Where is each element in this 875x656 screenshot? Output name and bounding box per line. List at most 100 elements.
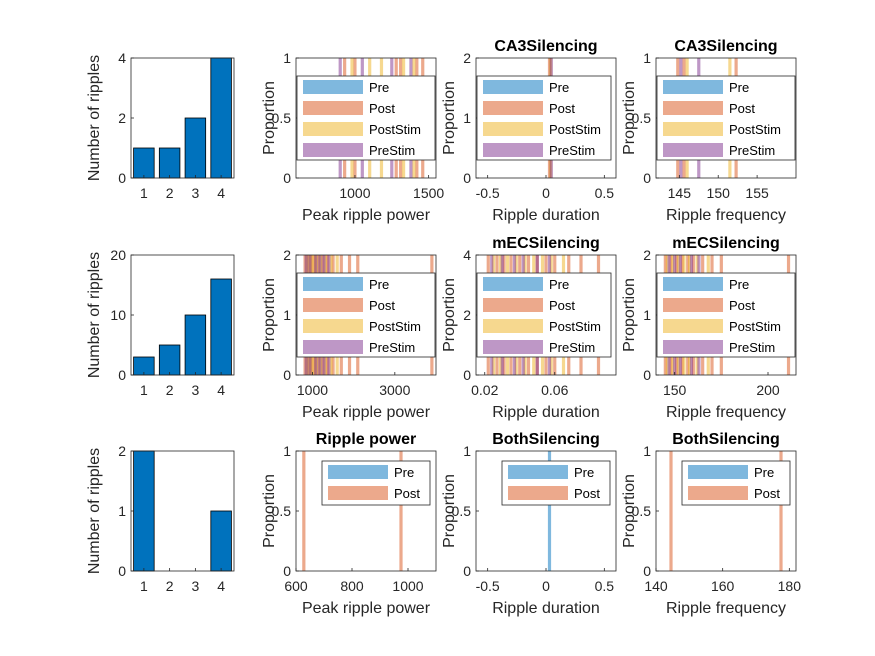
hist-bar-post [302,451,306,571]
y-tick-label: 0.5 [452,503,472,519]
axes-r1c1: 1 2 3 4 0 2 4 Number of ripples [86,50,235,201]
x-tick-label: 4 [217,382,225,398]
legend-swatch-pre [688,465,748,479]
x-tick-label: 2 [166,185,174,201]
y-axis-label: Proportion [621,474,638,548]
y-axis-label: Proportion [441,474,458,548]
legend-swatch-post [508,486,568,500]
axes-title: BothSilencing [672,431,780,448]
legend-label-pre: Pre [729,277,749,292]
x-tick-label: 4 [217,578,225,594]
legend: Pre Post PostStim PreStim [476,272,612,358]
axes-title: mECSilencing [672,235,780,252]
legend-swatch-pre [483,277,543,291]
axes-r1c2: 1000 1500 0 0.5 1 Peak ripple power Proportion… [261,50,444,224]
x-tick-label: 2 [166,578,174,594]
legend-swatch-poststim [303,122,363,136]
bar-r1c1-2 [158,147,181,179]
legend-swatch-post [328,486,388,500]
x-tick-label: 160 [711,578,735,594]
x-tick-label: 0.5 [595,185,615,201]
y-tick-label: 2 [463,307,471,323]
legend-swatch-poststim [483,122,543,136]
legend-label-pre: Pre [729,80,749,95]
x-tick-label: 0.5 [595,578,615,594]
legend-swatch-pre [303,277,363,291]
legend-label-post: Post [369,101,395,116]
y-tick-label: 2 [283,247,291,263]
x-tick-label: 140 [644,578,668,594]
legend-label-pre: Pre [369,277,389,292]
legend-label-post: Post [754,486,780,501]
y-tick-label: 4 [118,50,126,66]
axes-r2c1: 1 2 3 4 0 10 20 Number of ripples [86,247,235,398]
plot-area [547,451,552,571]
y-axis-label: Number of ripples [86,252,103,378]
legend-swatch-prestim [483,143,543,157]
legend-swatch-poststim [483,319,543,333]
y-tick-label: 4 [463,247,471,263]
legend: Pre Post PostStim PreStim [296,75,436,161]
x-tick-label: 600 [284,578,308,594]
legend-swatch-prestim [303,143,363,157]
y-tick-label: 1 [283,307,291,323]
y-tick-label: 0 [643,367,651,383]
x-axis-label: Ripple duration [492,207,600,224]
legend-label-pre: Pre [369,80,389,95]
legend-swatch-pre [483,80,543,94]
x-tick-label: 1000 [339,185,370,201]
x-axis-label: Ripple frequency [666,207,786,224]
plot-area [669,451,783,571]
x-tick-label: 3 [191,185,199,201]
legend-swatch-post [483,101,543,115]
y-axis-label: Proportion [441,278,458,352]
legend: Pre Post PostStim PreStim [656,272,796,358]
legend: Pre Post [501,460,611,506]
axes-r3c2: 600 800 1000 0 0.5 1 Peak ripple power Proporti… [261,431,437,617]
hist-bar-pre [547,451,552,571]
x-tick-label: 1000 [297,382,328,398]
legend-label-post: Post [729,298,755,313]
y-tick-label: 0 [463,563,471,579]
bar-r2c1-4 [210,278,232,376]
bar-r2c1-2 [158,344,181,376]
legend-swatch-post [663,298,723,312]
legend-label-poststim: PostStim [729,122,781,137]
axes-title: Ripple power [316,431,416,448]
legend-label-poststim: PostStim [549,319,601,334]
legend: Pre Post [321,460,431,506]
legend-label-prestim: PreStim [729,340,775,355]
x-tick-label: -0.5 [476,578,500,594]
y-tick-label: 0 [283,170,291,186]
legend-swatch-post [688,486,748,500]
axes-r3c3: -0.5 0 0.5 0 0.5 1 Ripple duration Proportion Bo… [441,431,617,617]
x-tick-label: 180 [778,578,802,594]
y-tick-label: 1 [643,443,651,459]
legend-label-post: Post [574,486,600,501]
legend-swatch-pre [508,465,568,479]
y-tick-label: 2 [643,247,651,263]
legend-label-post: Post [549,298,575,313]
axes-title: BothSilencing [492,431,600,448]
legend-swatch-pre [663,277,723,291]
legend-label-prestim: PreStim [549,143,595,158]
legend-swatch-post [303,298,363,312]
legend-label-pre: Pre [754,465,774,480]
x-tick-label: 200 [756,382,780,398]
legend-label-pre: Pre [394,465,414,480]
x-tick-label: 0.06 [541,382,568,398]
axes-r2c3: 0.02 0.06 0 2 4 Ripple duration Proportion mECS… [441,235,617,421]
y-tick-label: 2 [118,443,126,459]
y-axis-label: Proportion [261,278,278,352]
bar-r1c1-3 [184,117,207,179]
y-tick-label: 10 [110,307,126,323]
x-tick-label: 150 [707,185,731,201]
y-axis-label: Number of ripples [86,55,103,181]
x-axis-label: Ripple frequency [666,404,786,421]
legend-swatch-prestim [483,340,543,354]
y-tick-label: 0 [643,563,651,579]
legend-label-prestim: PreStim [369,340,415,355]
x-tick-label: 4 [217,185,225,201]
legend-label-post: Post [729,101,755,116]
